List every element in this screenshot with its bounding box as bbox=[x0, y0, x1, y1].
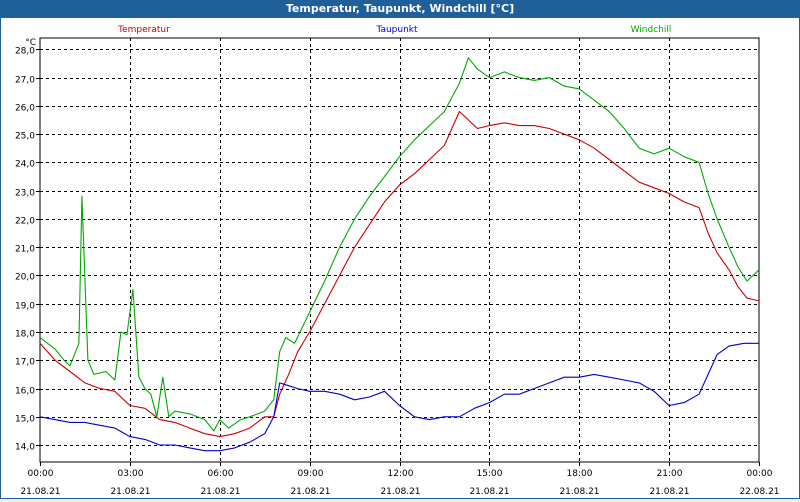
y-tick-label: 22,0 bbox=[15, 217, 35, 227]
legend-label-taupunkt: Taupunkt bbox=[375, 25, 418, 35]
y-tick-label: 19,0 bbox=[15, 302, 35, 312]
x-tick-date-label: 21.08.21 bbox=[20, 487, 60, 497]
chart-frame: 14,0 15,0 16,0 17,0 18,0 19,0 20,0 21,0 22,0 23,0… bbox=[0, 18, 800, 499]
x-tick-time-label: 12:00 bbox=[388, 469, 414, 479]
x-tick-date-label: 21.08.21 bbox=[469, 487, 509, 497]
window-title-bar: Temperatur, Taupunkt, Windchill [°C] bbox=[0, 0, 800, 18]
legend-label-temperatur: Temperatur bbox=[117, 25, 170, 35]
x-tick-date-label: 21.08.21 bbox=[649, 487, 689, 497]
y-tick-label: 16,0 bbox=[15, 387, 35, 397]
x-tick-date-label: 21.08.21 bbox=[200, 487, 240, 497]
x-tick-time-label: 03:00 bbox=[118, 469, 144, 479]
x-tick-time-label: 21:00 bbox=[657, 469, 683, 479]
series-line-temperatur bbox=[39, 110, 760, 438]
x-tick-time-label: 00:00 bbox=[28, 469, 54, 479]
y-axis-unit-label: °C bbox=[25, 38, 36, 48]
x-tick-time-label: 15:00 bbox=[477, 469, 503, 479]
y-tick-label: 25,0 bbox=[15, 132, 35, 142]
window-title: Temperatur, Taupunkt, Windchill [°C] bbox=[285, 2, 515, 15]
y-tick-label: 21,0 bbox=[15, 245, 35, 255]
x-tick-time-label: 09:00 bbox=[298, 469, 324, 479]
y-tick-label: 23,0 bbox=[15, 189, 35, 199]
y-tick-label: 20,0 bbox=[15, 273, 35, 283]
x-tick-date-label: 22.08.21 bbox=[739, 487, 779, 497]
x-tick-time-label: 00:00 bbox=[747, 469, 773, 479]
plot-area bbox=[39, 37, 760, 463]
y-tick-label: 24,0 bbox=[15, 160, 35, 170]
series-line-taupunkt bbox=[39, 342, 759, 452]
series-line-windchill bbox=[39, 57, 760, 432]
y-tick-label: 28,0 bbox=[15, 47, 35, 57]
y-tick-label: 26,0 bbox=[15, 104, 35, 114]
y-tick-label: 14,0 bbox=[15, 443, 35, 453]
y-tick-label: 27,0 bbox=[15, 76, 35, 86]
x-tick-date-label: 21.08.21 bbox=[290, 487, 330, 497]
y-tick-label: 15,0 bbox=[15, 415, 35, 425]
x-tick-time-label: 06:00 bbox=[208, 469, 234, 479]
legend-label-windchill: Windchill bbox=[631, 25, 672, 35]
y-tick-label: 17,0 bbox=[15, 358, 35, 368]
line-chart: 14,0 15,0 16,0 17,0 18,0 19,0 20,0 21,0 22,0 23,0… bbox=[15, 25, 780, 497]
x-tick-time-label: 18:00 bbox=[567, 469, 593, 479]
x-tick-date-label: 21.08.21 bbox=[380, 487, 420, 497]
x-tick-date-label: 21.08.21 bbox=[559, 487, 599, 497]
x-tick-date-label: 21.08.21 bbox=[110, 487, 150, 497]
y-tick-label: 18,0 bbox=[15, 330, 35, 340]
